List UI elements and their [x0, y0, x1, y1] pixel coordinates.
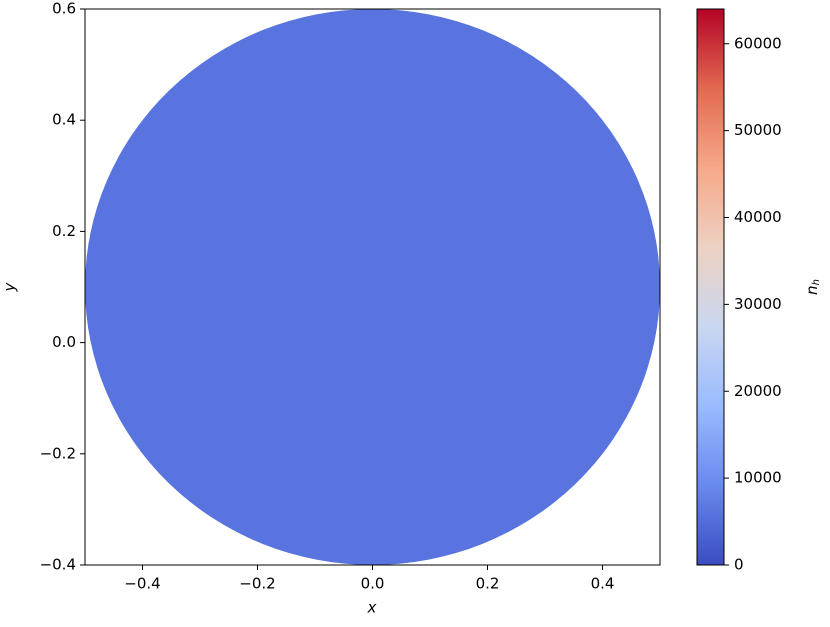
colorbar-tick-label: 10000 — [734, 469, 782, 487]
colorbar-label: nh — [803, 279, 823, 295]
x-tick-label: −0.2 — [239, 575, 275, 593]
colorbar-tick-label: 20000 — [734, 382, 782, 400]
x-axis-label: x — [367, 599, 377, 617]
y-tick-label: −0.4 — [40, 556, 76, 574]
y-tick-label: 0.4 — [52, 111, 76, 129]
y-tick-label: 0.6 — [52, 0, 76, 18]
colorbar-tick-label: 40000 — [734, 208, 782, 226]
colorbar — [696, 8, 725, 566]
colorbar-tick-label: 0 — [734, 556, 744, 574]
x-tick-label: 0.2 — [476, 575, 500, 593]
field-circle — [85, 9, 660, 565]
y-tick-label: 0.0 — [52, 333, 76, 351]
x-tick-label: −0.4 — [124, 575, 160, 593]
y-tick-label: 0.2 — [52, 222, 76, 240]
x-tick-label: 0.4 — [591, 575, 615, 593]
colorbar-label-base: n — [803, 285, 821, 295]
y-tick-label: −0.2 — [40, 444, 76, 462]
x-tick-label: 0.0 — [361, 575, 385, 593]
colorbar-tick-label: 50000 — [734, 121, 782, 139]
colorbar-label-sub: h — [811, 279, 822, 285]
colorbar-tick-label: 30000 — [734, 295, 782, 313]
colorbar-tick-label: 60000 — [734, 34, 782, 52]
y-axis-label: y — [1, 281, 19, 292]
